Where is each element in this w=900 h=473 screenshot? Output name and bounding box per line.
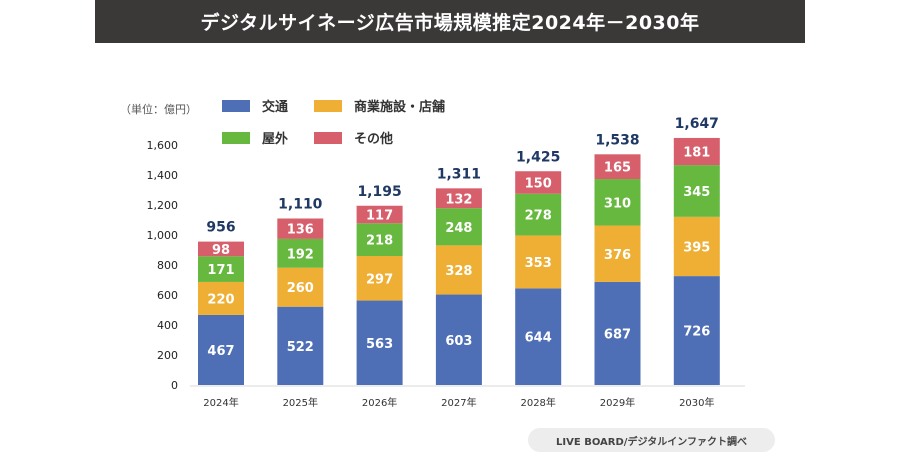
bar-segment <box>356 300 403 385</box>
y-tick-label: 1,600 <box>147 139 179 152</box>
x-tick-label: 2024年 <box>203 396 238 409</box>
x-tick-label: 2027年 <box>441 396 476 409</box>
segment-value-label: 132 <box>445 192 472 207</box>
x-tick-label: 2029年 <box>600 396 635 409</box>
total-value-label: 1,195 <box>357 184 401 200</box>
bar-segment <box>515 235 562 289</box>
x-tick-label: 2028年 <box>520 396 555 409</box>
segment-value-label: 278 <box>525 209 552 224</box>
bar-segment <box>356 256 403 301</box>
bar-segment <box>673 276 720 385</box>
legend-label-transport: 交通 <box>262 100 289 115</box>
bar-segment <box>198 241 244 257</box>
bar-segment <box>435 294 482 385</box>
bar-segment <box>594 225 641 282</box>
source-badge: LIVE BOARD/デジタルインファクト調べ <box>528 428 775 452</box>
segment-value-label: 171 <box>207 263 234 278</box>
segment-value-label: 395 <box>683 240 710 255</box>
x-tick-label: 2025年 <box>283 396 318 409</box>
segment-value-label: 328 <box>445 264 472 279</box>
total-value-label: 1,110 <box>278 197 323 213</box>
segment-value-label: 522 <box>287 340 314 355</box>
total-value-label: 1,538 <box>595 132 639 148</box>
bar-segment <box>277 238 324 268</box>
bar-segment <box>277 218 324 239</box>
legend-item-other: その他 <box>314 128 393 147</box>
legend-swatch-transport <box>222 99 250 112</box>
total-value-label: 956 <box>206 220 235 236</box>
segment-value-label: 218 <box>366 234 393 249</box>
legend-label-commercial: 商業施設・店舗 <box>354 100 446 115</box>
x-tick-label: 2030年 <box>679 396 714 409</box>
bar-segment <box>356 205 403 224</box>
bar-segment <box>198 281 244 315</box>
bar-segment <box>515 193 562 236</box>
total-value-label: 1,425 <box>516 149 560 165</box>
segment-value-label: 98 <box>212 243 230 258</box>
y-tick-label: 400 <box>157 319 178 332</box>
segment-value-label: 165 <box>604 161 631 176</box>
y-tick-label: 800 <box>157 259 178 272</box>
bar-segment <box>594 179 641 226</box>
chart-title: デジタルサイネージ広告市場規模推定2024年－2030年 <box>95 0 805 43</box>
bar-segment <box>673 216 720 277</box>
bar-segment <box>435 188 482 209</box>
bar-segment <box>198 256 244 282</box>
segment-value-label: 260 <box>287 281 314 296</box>
segment-value-label: 117 <box>366 209 393 224</box>
total-value-label: 1,311 <box>437 166 481 182</box>
y-tick-label: 1,200 <box>147 199 179 212</box>
segment-value-label: 353 <box>525 256 552 271</box>
bar-segment <box>515 288 562 385</box>
segment-value-label: 726 <box>683 325 710 340</box>
segment-value-label: 644 <box>525 331 552 346</box>
segment-value-label: 220 <box>207 292 234 307</box>
legend-item-transport: 交通 <box>222 96 288 115</box>
segment-value-label: 248 <box>445 221 472 236</box>
legend-item-commercial: 商業施設・店舗 <box>314 96 445 115</box>
legend-swatch-commercial <box>314 99 342 112</box>
segment-value-label: 603 <box>445 334 472 349</box>
y-tick-label: 600 <box>157 289 178 302</box>
y-tick-label: 0 <box>171 379 178 392</box>
bar-segment <box>198 314 244 385</box>
y-tick-label: 1,000 <box>147 229 179 242</box>
segment-value-label: 467 <box>207 344 234 359</box>
legend-swatch-outdoor <box>222 131 250 144</box>
total-value-label: 1,647 <box>675 116 719 132</box>
legend-swatch-other <box>314 131 342 144</box>
segment-value-label: 563 <box>366 337 393 352</box>
y-tick-label: 200 <box>157 349 178 362</box>
legend-label-other: その他 <box>354 132 394 147</box>
segment-value-label: 181 <box>683 146 710 161</box>
bar-segment <box>594 281 641 385</box>
segment-value-label: 297 <box>366 272 393 287</box>
legend-item-outdoor: 屋外 <box>222 128 288 147</box>
bar-segment <box>435 245 482 295</box>
x-tick-label: 2026年 <box>362 396 397 409</box>
segment-value-label: 192 <box>287 247 314 262</box>
bar-segment <box>435 208 482 246</box>
segment-value-label: 150 <box>525 177 552 192</box>
bar-segment <box>673 137 720 166</box>
segment-value-label: 376 <box>604 248 631 263</box>
segment-value-label: 136 <box>287 223 314 238</box>
y-tick-label: 1,400 <box>147 169 179 182</box>
legend-label-outdoor: 屋外 <box>262 132 289 147</box>
segment-value-label: 310 <box>604 196 631 211</box>
unit-label: （単位：億円） <box>120 103 197 116</box>
segment-value-label: 687 <box>604 327 631 342</box>
segment-value-label: 345 <box>683 185 710 200</box>
bar-segment <box>515 171 562 194</box>
bar-segment <box>277 267 324 307</box>
bar-segment <box>594 154 641 180</box>
bar-segment <box>673 165 720 217</box>
bar-segment <box>277 306 324 385</box>
bar-segment <box>356 223 403 256</box>
legend: 交通 商業施設・店舗 屋外 その他 <box>222 96 482 147</box>
